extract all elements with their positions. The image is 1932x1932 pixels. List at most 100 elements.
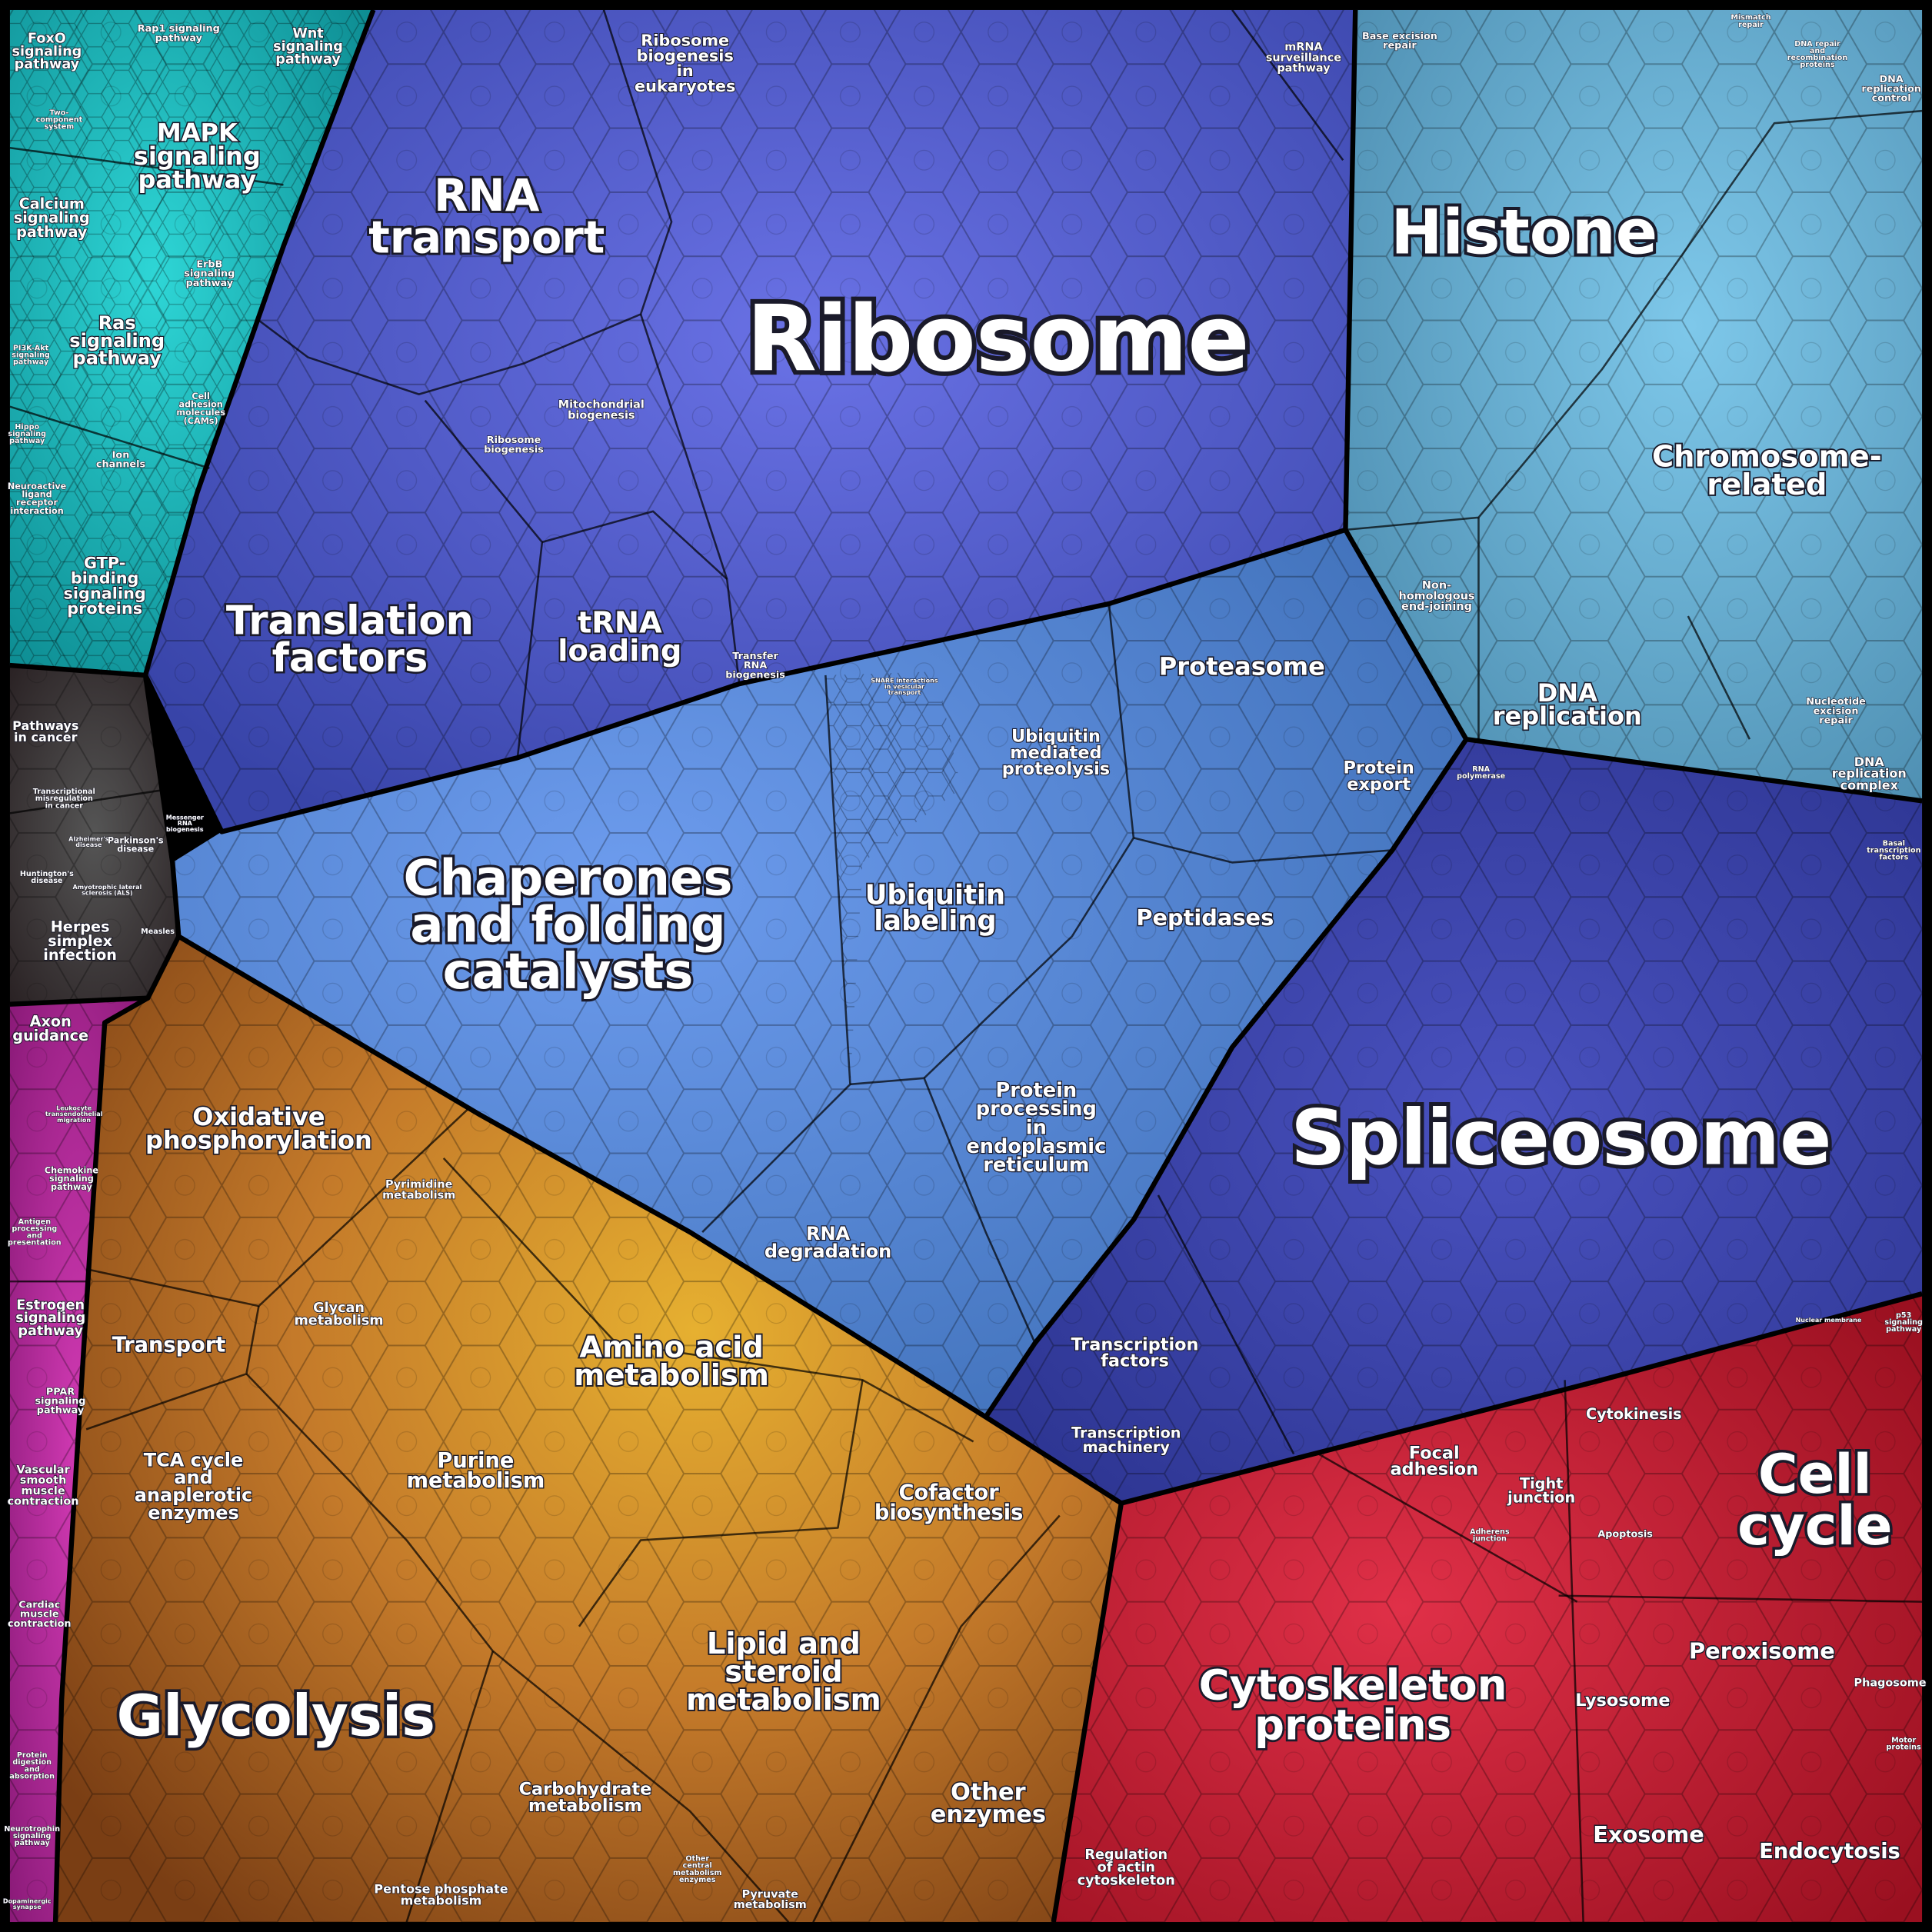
label-line: control <box>1872 92 1911 104</box>
label-line: metabolism <box>734 1899 807 1911</box>
label-line: Focal <box>1409 1443 1460 1463</box>
label-line: metabolism <box>673 1869 721 1877</box>
label-line: factors <box>272 635 428 681</box>
outer-border <box>5 5 1927 1927</box>
boundary <box>9 405 210 470</box>
label-line: PPAR <box>46 1386 75 1397</box>
region-label: tRNA loading <box>558 605 681 668</box>
label-line: disease <box>31 877 63 885</box>
label-line: mediated <box>1010 742 1101 762</box>
label-line: replication <box>1861 83 1921 95</box>
region-label: MAPK signaling pathway <box>134 118 261 195</box>
label-line: Proteasome <box>1159 651 1325 681</box>
region-label: GTP-binding signaling proteins <box>64 554 146 618</box>
label-line: Nucleotide <box>1806 696 1866 708</box>
label-line: pathway <box>155 32 203 44</box>
label-line: Estrogen <box>16 1297 85 1313</box>
region-label: Purine metabolism <box>407 1448 545 1492</box>
label-line: recombination <box>1787 54 1848 62</box>
label-line: in cancer <box>45 801 84 810</box>
label-line: signaling <box>8 430 46 438</box>
group-boundaries <box>5 5 1927 1927</box>
label-line: Amino acid <box>579 1330 764 1364</box>
label-line: and folding <box>410 897 725 954</box>
label-line: Motor <box>1891 1736 1916 1744</box>
label-line: catalysts <box>443 944 694 1001</box>
region-label: Ras signaling pathway <box>69 312 165 369</box>
label-line: Peptidases <box>1136 904 1274 931</box>
label-line: Carbohydrate <box>519 1779 652 1799</box>
boundary <box>9 146 284 186</box>
label-line: receptor <box>16 498 58 508</box>
region-label: Other enzymes <box>931 1778 1046 1827</box>
label-line: Phagosome <box>1854 1677 1927 1689</box>
boundary <box>578 1380 864 1627</box>
region-label: Other central metabolism enzymes <box>673 1855 721 1884</box>
label-line: Transcription <box>1071 1424 1181 1441</box>
boundary <box>52 995 149 1923</box>
boundary <box>1231 9 1344 162</box>
label-line: cycle <box>1737 1494 1892 1557</box>
region-label: Mismatch repair <box>1730 14 1770 29</box>
label-line: absorption <box>9 1772 55 1780</box>
region-label: Exosome <box>1593 1821 1704 1847</box>
label-line: adhesion <box>178 400 222 410</box>
region-label: PPAR signaling pathway <box>35 1386 86 1416</box>
label-line: adhesion <box>1390 1459 1478 1479</box>
label-line: pathway <box>13 358 49 367</box>
label-line: RNA <box>434 168 540 221</box>
label-line: signaling <box>64 584 146 602</box>
label-line: replication <box>1832 766 1907 781</box>
label-line: Peroxisome <box>1689 1637 1835 1664</box>
label-line: Regulation <box>1084 1847 1168 1863</box>
label-line: signaling <box>14 208 90 226</box>
label-line: and <box>1810 47 1825 55</box>
region-label: Nucleotide excision repair <box>1806 696 1866 726</box>
label-line: Leukocyte <box>56 1104 92 1111</box>
region-label: Chromosome-related <box>1652 439 1882 502</box>
region-label: Pathways in cancer <box>12 718 78 744</box>
boundary <box>812 1514 1061 1923</box>
boundary <box>177 934 1124 1923</box>
label-line: metabolism <box>528 1796 642 1816</box>
boundary <box>1564 1380 1584 1923</box>
label-line: surveillance <box>1266 52 1341 64</box>
region-label: PI3K-Akt signaling pathway <box>12 344 50 366</box>
region-label: Transcriptional misregulation in cancer <box>33 788 95 810</box>
label-line: Tight <box>1520 1474 1563 1492</box>
region-label: Lysosome <box>1575 1690 1670 1710</box>
region-label: Chemokine signaling pathway <box>45 1165 98 1191</box>
label-line: Calcium <box>19 195 85 212</box>
region-label: Tight junction <box>1507 1474 1575 1506</box>
label-line: signaling <box>49 1174 94 1184</box>
label-line: interaction <box>10 506 63 516</box>
region-label: Ribosome <box>747 285 1250 391</box>
label-line: simplex <box>48 931 112 949</box>
region-label: Huntington's disease <box>20 870 74 885</box>
cell-texture <box>9 9 1923 1923</box>
label-line: Ubiquitin <box>1011 726 1101 746</box>
region-label: Adherens junction <box>1470 1528 1510 1544</box>
boundary <box>405 1651 495 1923</box>
region-label: Peroxisome <box>1689 1637 1835 1664</box>
label-line: Base excision <box>1362 30 1437 42</box>
label-line: Huntington's <box>20 870 74 878</box>
boundary <box>923 603 1135 1079</box>
region-label: Histone <box>1391 197 1657 268</box>
region-label: Motor proteins <box>1887 1736 1921 1751</box>
label-line: pathway <box>186 277 234 288</box>
label-line: misregulation <box>35 794 93 803</box>
region-label: Base excision repair <box>1362 30 1437 51</box>
label-line: pathway <box>18 1324 83 1339</box>
label-line: component <box>36 115 83 124</box>
region-label: Cardiac muscle contraction <box>8 1599 72 1629</box>
label-line: ligand <box>22 489 52 499</box>
boundary <box>541 510 728 580</box>
label-line: Pyruvate <box>742 1888 799 1900</box>
label-line: in <box>677 62 694 80</box>
region-label: Parkinson's disease <box>108 836 164 854</box>
label-line: contraction <box>8 1496 79 1508</box>
label-line: Protein <box>17 1751 48 1760</box>
label-line: transport <box>368 211 605 263</box>
label-line: signaling <box>273 39 343 55</box>
